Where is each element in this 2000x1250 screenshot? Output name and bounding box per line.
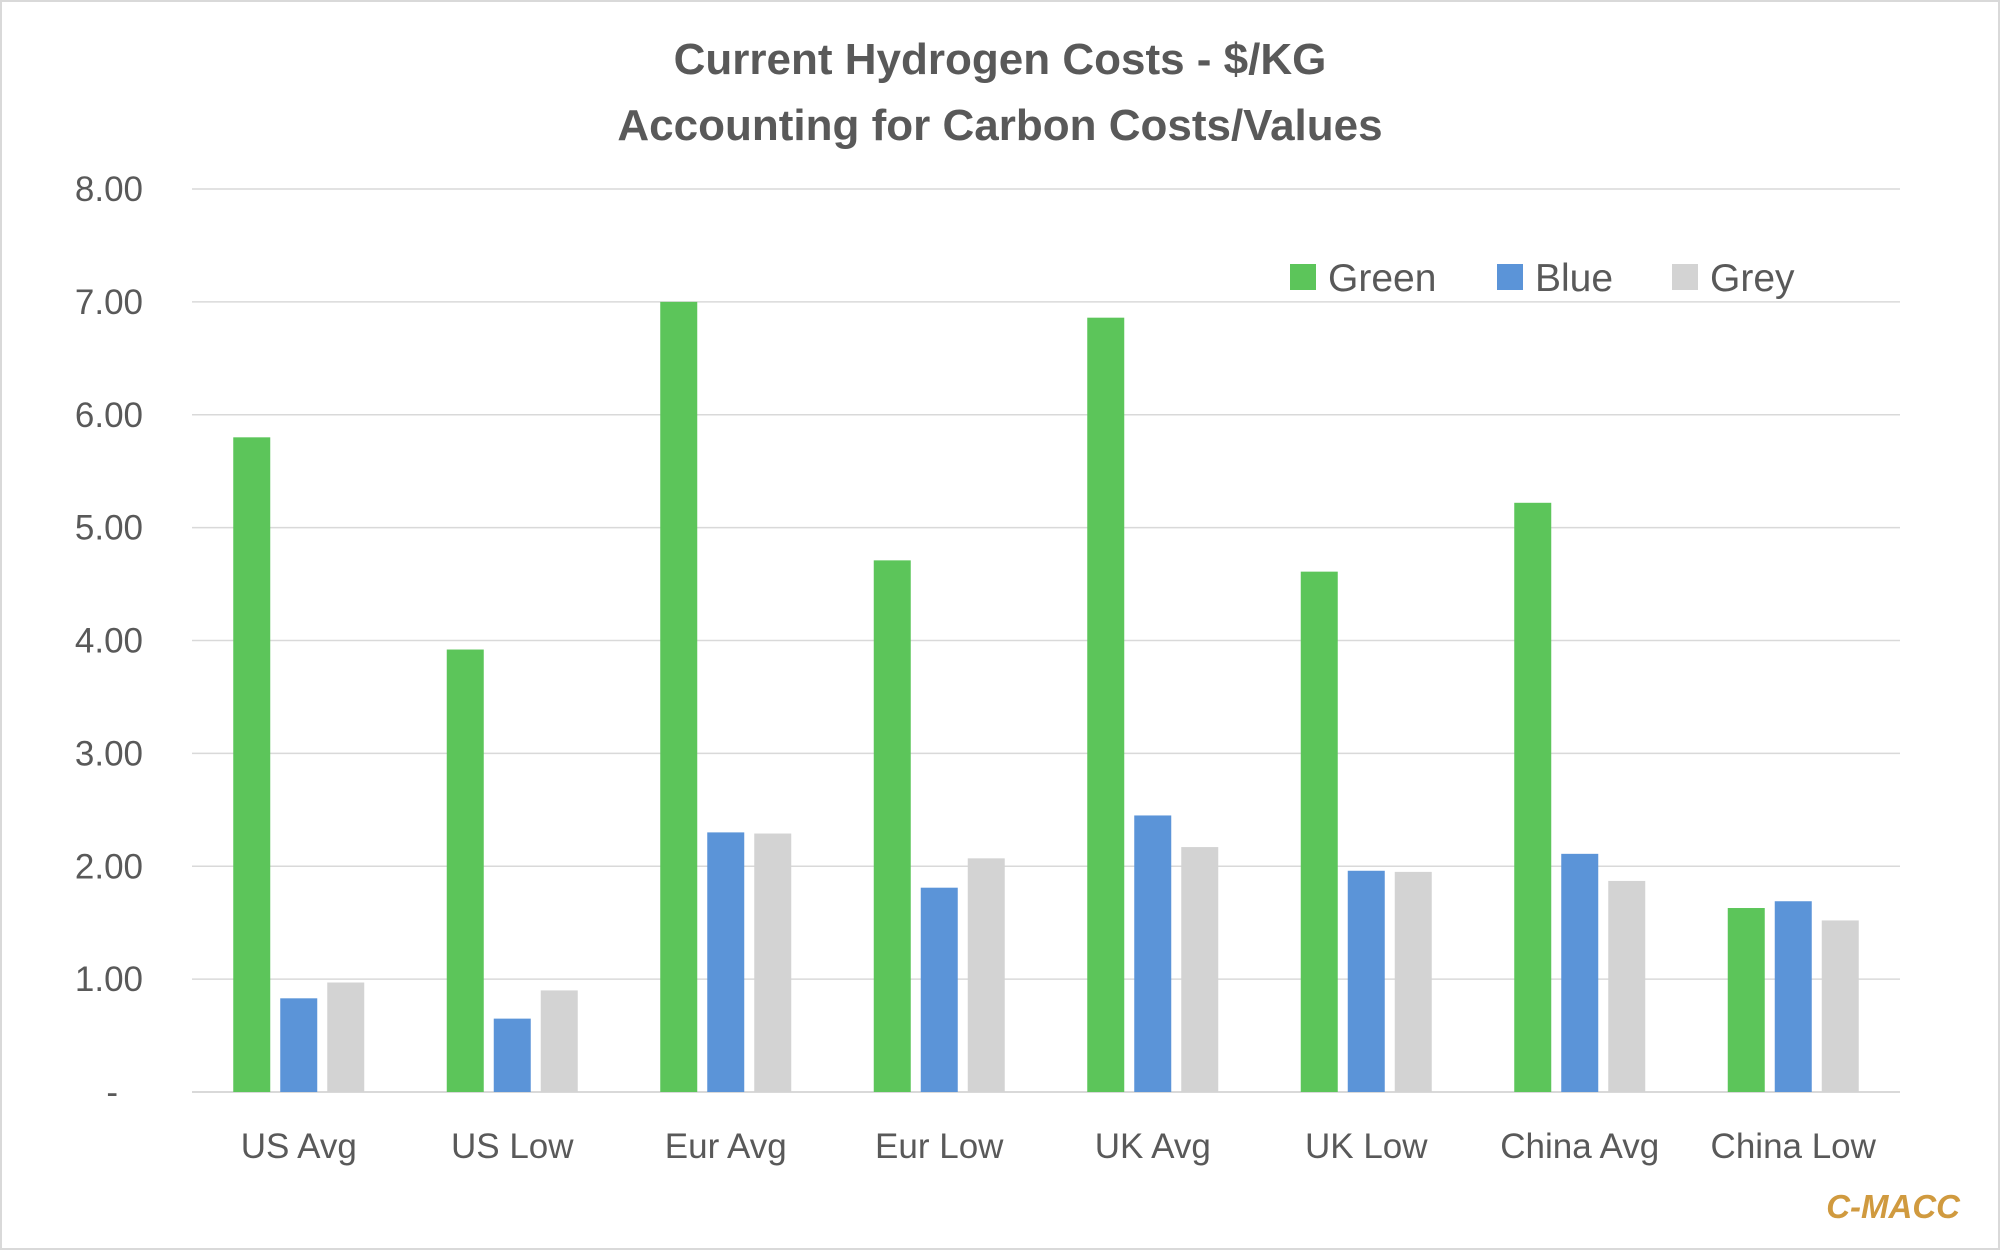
bar-green-us-low (446, 649, 484, 1092)
x-category-label: US Avg (241, 1127, 357, 1166)
bar-blue-china-avg (1561, 853, 1599, 1092)
y-tick-label: - (106, 1073, 118, 1112)
bar-grey-us-low (540, 990, 578, 1092)
legend-label: Green (1328, 257, 1436, 300)
legend-item-blue: Blue (1497, 257, 1613, 300)
chart-title: Current Hydrogen Costs - $/KG (674, 35, 1327, 84)
bars (233, 301, 1859, 1093)
bar-blue-china-low (1774, 901, 1812, 1092)
y-tick-label: 7.00 (75, 283, 143, 322)
bar-grey-eur-avg (754, 833, 792, 1092)
legend-item-grey: Grey (1672, 257, 1795, 300)
bar-green-china-low (1727, 908, 1765, 1092)
bar-blue-uk-avg (1134, 815, 1172, 1092)
y-tick-label: 6.00 (75, 396, 143, 435)
bar-grey-china-low (1821, 920, 1859, 1092)
bar-grey-uk-low (1394, 871, 1432, 1092)
chart-subtitle: Accounting for Carbon Costs/Values (617, 101, 1382, 150)
legend-label: Blue (1535, 257, 1613, 300)
bar-grey-eur-low (967, 858, 1005, 1092)
bar-blue-us-avg (280, 998, 318, 1092)
bar-blue-uk-low (1347, 870, 1385, 1092)
y-tick-label: 4.00 (75, 622, 143, 661)
bar-green-eur-avg (660, 301, 698, 1092)
legend-swatch (1497, 264, 1523, 290)
bar-blue-eur-avg (707, 832, 745, 1092)
legend: Green Blue Grey (1290, 257, 1795, 300)
bar-green-us-avg (233, 437, 271, 1092)
y-tick-label: 5.00 (75, 509, 143, 548)
source-label: C-MACC (1826, 1188, 1961, 1225)
x-category-label: UK Avg (1095, 1127, 1211, 1166)
y-axis-ticks: - 1.00 2.00 3.00 4.00 5.00 6.00 7.00 8.00 (75, 170, 143, 1112)
legend-swatch (1290, 264, 1316, 290)
x-category-label: Eur Low (875, 1127, 1004, 1166)
legend-label: Grey (1710, 257, 1795, 300)
bar-green-uk-avg (1087, 317, 1125, 1092)
y-tick-label: 1.00 (75, 960, 143, 999)
x-category-label: UK Low (1305, 1127, 1428, 1166)
x-category-label: China Avg (1500, 1127, 1659, 1166)
bar-grey-china-avg (1608, 880, 1646, 1092)
bar-blue-eur-low (920, 887, 958, 1092)
x-category-label: US Low (451, 1127, 574, 1166)
bar-blue-us-low (493, 1018, 531, 1092)
legend-swatch (1672, 264, 1698, 290)
bar-grey-uk-avg (1181, 847, 1219, 1092)
x-category-label: Eur Avg (665, 1127, 787, 1166)
y-tick-label: 2.00 (75, 847, 143, 886)
y-tick-label: 3.00 (75, 734, 143, 773)
x-category-label: China Low (1711, 1127, 1877, 1166)
bar-green-china-avg (1514, 502, 1552, 1093)
bar-green-uk-low (1300, 571, 1338, 1092)
legend-item-green: Green (1290, 257, 1436, 300)
x-axis-categories: US Avg US Low Eur Avg Eur Low UK Avg UK Low Ch… (241, 1127, 1877, 1166)
bar-green-eur-low (873, 560, 911, 1092)
y-tick-label: 8.00 (75, 170, 143, 209)
bar-grey-us-avg (327, 982, 365, 1092)
